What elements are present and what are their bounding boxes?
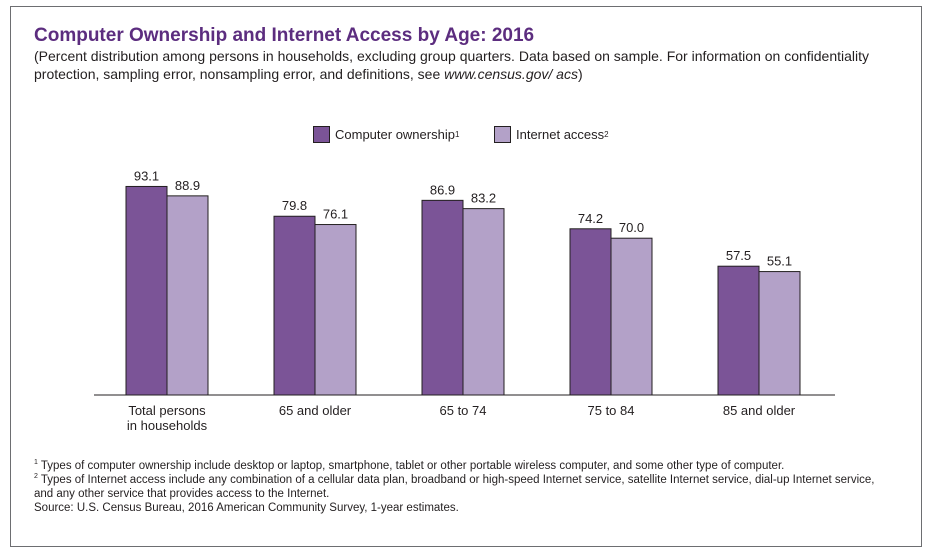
value-label-internet-access-4: 55.1 [767, 254, 792, 269]
footnote-2: 2 Types of Internet access include any c… [34, 473, 896, 501]
subtitle-url: www.census.gov/ acs [444, 66, 578, 82]
legend-swatch-computer-ownership [313, 126, 330, 143]
bar-computer-ownership-1 [273, 215, 316, 396]
value-label-internet-access-3: 70.0 [619, 220, 644, 235]
bar-internet-access-0 [166, 195, 209, 396]
chart-subtitle: (Percent distribution among persons in h… [34, 47, 884, 83]
footnote-1: 1 Types of computer ownership include de… [34, 459, 896, 473]
value-label-internet-access-0: 88.9 [175, 178, 200, 193]
legend-label-internet-access: Internet access [516, 127, 605, 142]
legend-label-computer-ownership: Computer ownership [335, 127, 455, 142]
category-label-0-line-1: in households [127, 418, 208, 433]
value-label-computer-ownership-3: 74.2 [578, 211, 603, 226]
category-label-4: 85 and older [723, 403, 796, 418]
value-label-internet-access-2: 83.2 [471, 191, 496, 206]
value-label-computer-ownership-4: 57.5 [726, 248, 751, 263]
category-label-0-line-0: Total persons [128, 403, 206, 418]
subtitle-close: ) [577, 66, 583, 82]
bar-computer-ownership-4 [717, 265, 760, 396]
value-label-internet-access-1: 76.1 [323, 207, 348, 222]
value-label-computer-ownership-0: 93.1 [134, 168, 159, 183]
bar-computer-ownership-3 [569, 228, 612, 396]
footnote-2-text: Types of Internet access include any com… [34, 474, 875, 500]
source-note: Source: U.S. Census Bureau, 2016 America… [34, 502, 459, 514]
category-label-2: 65 to 74 [440, 403, 487, 418]
bar-internet-access-1 [314, 224, 357, 396]
bar-internet-access-4 [758, 271, 801, 396]
footnote-1-text: Types of computer ownership include desk… [37, 460, 785, 472]
category-label-3: 75 to 84 [588, 403, 635, 418]
category-label-1: 65 and older [279, 403, 352, 418]
bar-computer-ownership-0 [125, 185, 168, 396]
legend-item-internet-access: Internet access 2 [494, 126, 609, 143]
bar-internet-access-2 [462, 208, 505, 396]
footnote-2-mark: 2 [34, 473, 38, 481]
legend-item-computer-ownership: Computer ownership 1 [313, 126, 459, 143]
chart-title: Computer Ownership and Internet Access b… [34, 25, 535, 46]
value-label-computer-ownership-2: 86.9 [430, 182, 455, 197]
value-label-computer-ownership-1: 79.8 [282, 198, 307, 213]
legend-swatch-internet-access [494, 126, 511, 143]
chart-frame [10, 6, 922, 547]
bar-computer-ownership-2 [421, 199, 464, 396]
subtitle-text: (Percent distribution among persons in h… [34, 48, 870, 82]
footnote-1-mark: 1 [34, 459, 38, 467]
bar-internet-access-3 [610, 237, 653, 396]
footnotes: 1 Types of computer ownership include de… [34, 459, 896, 515]
